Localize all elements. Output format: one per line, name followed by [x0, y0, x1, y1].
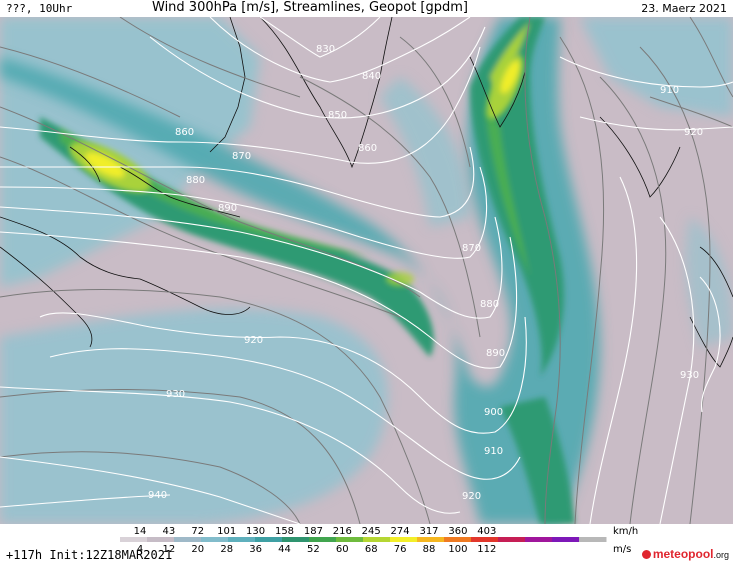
legend-color-swatch: [417, 537, 445, 542]
ms-tick-labels: 4 12 20 28 36 44 52 60 68 76 88 100 112: [137, 544, 497, 555]
kmh-tick-label: 14: [134, 526, 147, 537]
kmh-tick-labels: 14 43 72 101 130 158 187 216 245 274 317 360 403: [134, 526, 497, 537]
kmh-unit-label: km/h: [613, 526, 638, 537]
contour-label: 900: [484, 407, 503, 418]
contour-label: 940: [148, 490, 167, 501]
legend-color-swatch: [525, 537, 553, 542]
ms-tick-label: 100: [448, 544, 467, 555]
kmh-tick-label: 130: [246, 526, 265, 537]
jet-stream-teal: [0, 17, 600, 524]
ms-tick-label: 28: [220, 544, 233, 555]
ms-tick-label: 76: [394, 544, 407, 555]
contour-label: 860: [358, 143, 377, 154]
legend-color-swatch: [444, 537, 472, 542]
legend-color-swatch: [579, 537, 607, 542]
geopotential-contours: [0, 17, 733, 524]
logo-icon: [641, 550, 651, 560]
ms-tick-label: 12: [163, 544, 176, 555]
ms-tick-label: 52: [307, 544, 320, 555]
legend-color-swatch: [336, 537, 364, 542]
contour-label: 890: [486, 348, 505, 359]
contour-label: 930: [166, 389, 185, 400]
ms-unit-label: m/s: [613, 544, 631, 555]
logo-text: meteopool: [652, 547, 714, 561]
legend-color-swatch: [471, 537, 499, 542]
contour-label: 920: [244, 335, 263, 346]
contour-label: 840: [362, 71, 381, 82]
contour-labels: 830 840 850 860 860 870 870 880 880 890 …: [148, 44, 703, 502]
ms-tick-label: 112: [477, 544, 496, 555]
contour-label: 860: [175, 127, 194, 138]
legend-color-swatch: [390, 537, 418, 542]
ms-tick-label: 88: [423, 544, 436, 555]
ms-tick-label: 60: [336, 544, 349, 555]
contour-label: 880: [186, 175, 205, 186]
ms-tick-label: 20: [191, 544, 204, 555]
color-bar: [120, 537, 607, 542]
legend-color-swatch: [147, 537, 175, 542]
kmh-tick-label: 101: [217, 526, 236, 537]
contour-label: 830: [316, 44, 335, 55]
meteopool-logo[interactable]: meteopool.org: [641, 547, 729, 563]
kmh-tick-label: 403: [477, 526, 496, 537]
legend-scale: 14 43 72 101 130 158 187 216 245 274 317 360 403 km/…: [120, 526, 638, 555]
ms-tick-label: 68: [365, 544, 378, 555]
map-header: ???, 10Uhr Wind 300hPa [m/s], Streamline…: [0, 0, 733, 18]
legend-color-swatch: [120, 537, 148, 542]
legend-color-swatch: [255, 537, 283, 542]
logo-suffix: .org: [713, 550, 729, 560]
legend-color-swatch: [552, 537, 580, 542]
legend-color-swatch: [309, 537, 337, 542]
contour-label: 870: [462, 243, 481, 254]
contour-label: 880: [480, 299, 499, 310]
map-title: Wind 300hPa [m/s], Streamlines, Geopot […: [152, 0, 468, 15]
legend-color-swatch: [498, 537, 526, 542]
kmh-tick-label: 274: [391, 526, 410, 537]
contour-label: 910: [660, 85, 679, 96]
kmh-tick-label: 245: [362, 526, 381, 537]
wind-speed-legend: 14 43 72 101 130 158 187 216 245 274 317 360 403 km/…: [0, 524, 733, 566]
contour-label: 870: [232, 151, 251, 162]
contour-label: 920: [462, 491, 481, 502]
contour-label: 920: [684, 127, 703, 138]
legend-color-swatch: [363, 537, 391, 542]
legend-color-swatch: [228, 537, 256, 542]
kmh-tick-label: 216: [333, 526, 352, 537]
wind-map: 830 840 850 860 860 870 870 880 880 890 …: [0, 17, 733, 524]
contour-label: 850: [328, 110, 347, 121]
kmh-tick-label: 43: [163, 526, 176, 537]
ms-tick-label: 4: [137, 544, 143, 555]
init-time-label: +117h Init:12Z18MAR2021: [6, 548, 173, 562]
ms-tick-label: 44: [278, 544, 291, 555]
kmh-tick-label: 72: [191, 526, 204, 537]
legend-color-swatch: [201, 537, 229, 542]
contour-label: 910: [484, 446, 503, 457]
contour-label: 930: [680, 370, 699, 381]
forecast-time-label: ???, 10Uhr: [6, 2, 73, 15]
kmh-tick-label: 360: [448, 526, 467, 537]
coastlines: [0, 17, 733, 368]
ms-tick-label: 36: [249, 544, 262, 555]
kmh-tick-label: 317: [419, 526, 438, 537]
legend-color-swatch: [282, 537, 310, 542]
forecast-date: 23. Maerz 2021: [641, 2, 727, 15]
kmh-tick-label: 187: [304, 526, 323, 537]
legend-color-swatch: [174, 537, 202, 542]
contour-label: 890: [218, 203, 237, 214]
kmh-tick-label: 158: [275, 526, 294, 537]
